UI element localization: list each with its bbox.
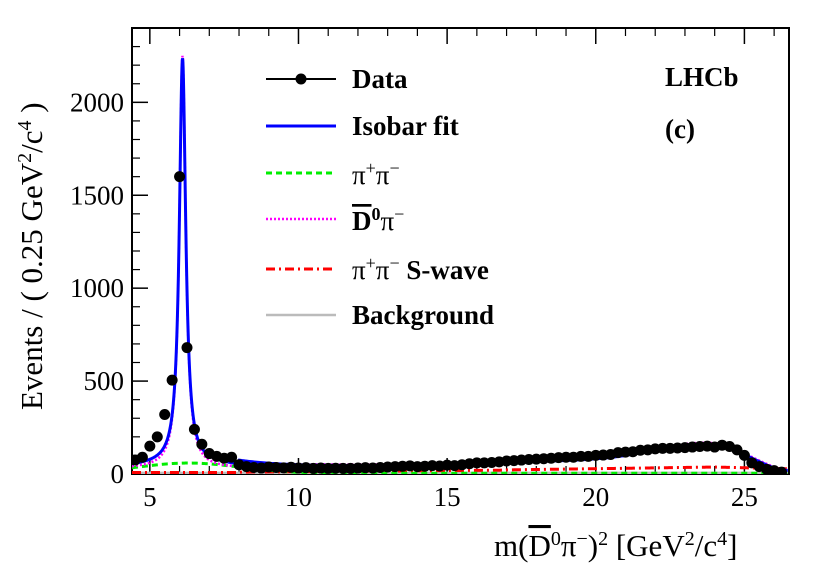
svg-text:Data: Data: [352, 64, 408, 94]
svg-text:Isobar fit: Isobar fit: [352, 111, 459, 141]
experiment-label: LHCb: [665, 62, 739, 92]
x-tick-label: 5: [143, 482, 157, 512]
data-point: [174, 171, 186, 183]
x-tick-label: 15: [434, 482, 461, 512]
pipi-curve: [132, 461, 788, 474]
panel-label: (c): [665, 114, 695, 144]
data-points: [132, 171, 788, 474]
y-tick-label: 1000: [70, 273, 124, 303]
legend-item-dpi: D0π−: [266, 204, 404, 236]
y-tick-label: 1500: [70, 180, 124, 210]
x-tick-label: 10: [285, 482, 312, 512]
svg-text:π+π− S-wave: π+π− S-wave: [352, 253, 489, 285]
x-tick-label: 20: [582, 482, 609, 512]
x-tick-label: 25: [731, 482, 758, 512]
legend-item-swave: π+π− S-wave: [266, 253, 489, 285]
plot-frame: [131, 27, 790, 475]
pipi-swave-curve: [132, 465, 788, 474]
legend: Data Isobar fit π+π− D0π− π+π− S-wave Ba…: [266, 64, 494, 330]
x-axis-title: m(D0π−)2 [GeV2/c4]: [494, 528, 737, 563]
legend-item-data: Data: [266, 64, 408, 94]
y-axis-title: Events / ( 0.25 GeV2/c4 ): [14, 102, 49, 410]
data-point: [188, 423, 200, 435]
svg-text:π+π−: π+π−: [352, 158, 400, 190]
legend-item-background: Background: [266, 300, 494, 330]
axis-ticks: [132, 28, 775, 475]
y-tick-label: 500: [84, 366, 125, 396]
data-point: [181, 342, 193, 354]
y-tick-label: 0: [111, 459, 125, 489]
data-point: [196, 438, 208, 450]
svg-text:D0π−: D0π−: [352, 204, 404, 236]
data-point: [151, 431, 163, 443]
axis-tick-labels: 5 10 15 20 25 0 500 1000 1500 2000: [70, 87, 758, 512]
data-point: [226, 451, 238, 463]
data-point: [738, 449, 750, 461]
data-point: [166, 374, 178, 386]
data-point: [159, 409, 171, 421]
data-point: [144, 440, 156, 452]
data-point: [776, 466, 788, 474]
y-tick-label: 2000: [70, 87, 124, 117]
svg-text:Background: Background: [352, 300, 494, 330]
legend-item-isobar-fit: Isobar fit: [266, 111, 459, 141]
legend-item-pipi: π+π−: [266, 158, 400, 190]
data-point: [136, 451, 148, 463]
